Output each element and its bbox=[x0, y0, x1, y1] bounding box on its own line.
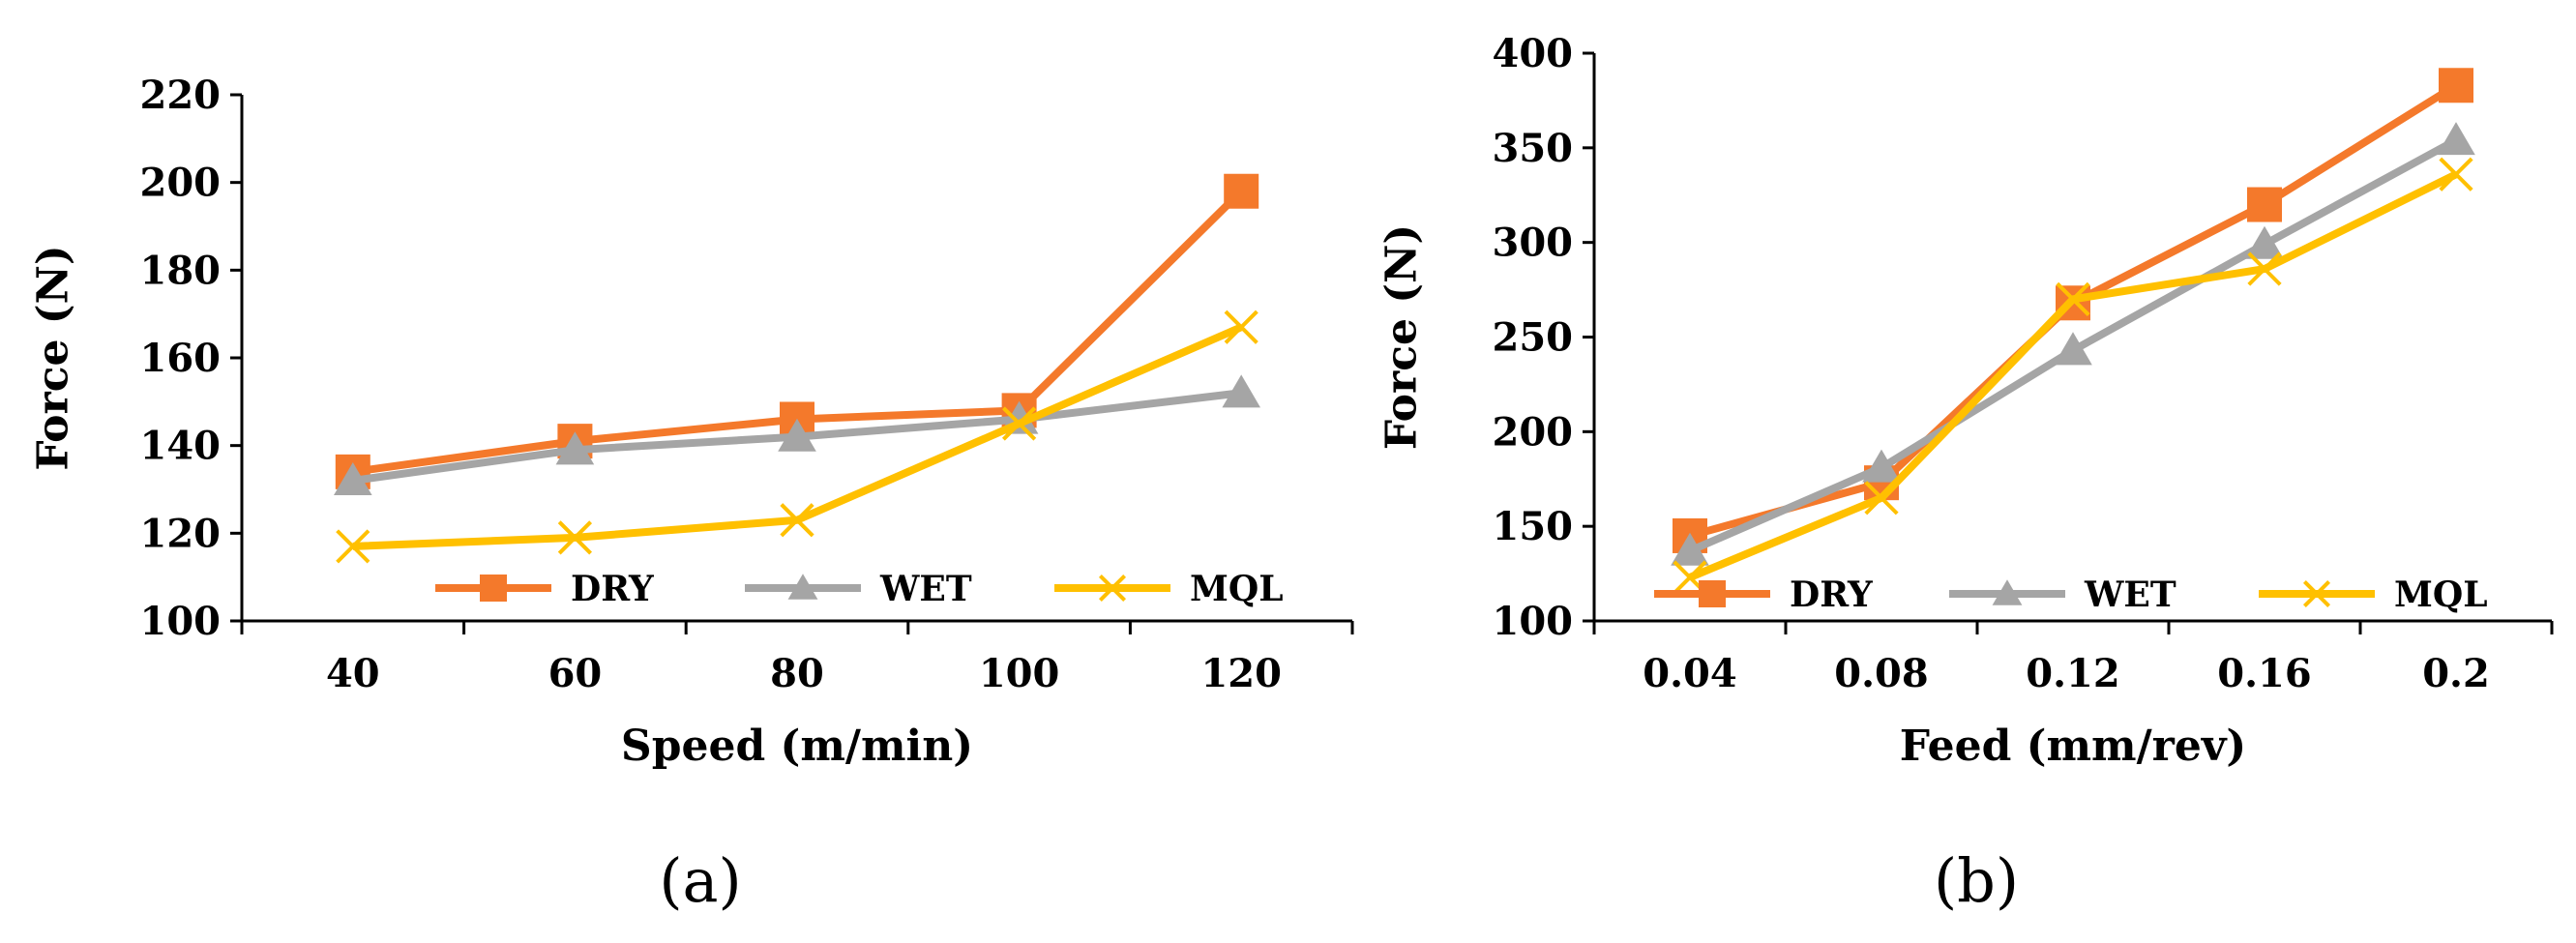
triangle-marker bbox=[778, 418, 816, 452]
x-marker bbox=[557, 520, 593, 555]
y-tick-label: 140 bbox=[140, 424, 222, 469]
x-tick-label: 120 bbox=[1200, 651, 1282, 696]
square-marker bbox=[2439, 68, 2473, 103]
series-mql bbox=[1673, 157, 2473, 595]
series-mql bbox=[336, 309, 1258, 564]
x-marker bbox=[1001, 406, 1037, 441]
legend-label: WET bbox=[2084, 575, 2176, 615]
square-marker bbox=[1699, 580, 1726, 607]
x-marker bbox=[780, 503, 814, 538]
x-tick-label: 40 bbox=[326, 651, 380, 696]
panel-label: (a) bbox=[659, 845, 741, 916]
x-tick-label: 0.12 bbox=[2026, 651, 2119, 696]
triangle-marker bbox=[1222, 374, 1260, 408]
y-tick-label: 300 bbox=[1493, 221, 1574, 266]
triangle-marker bbox=[334, 462, 372, 496]
triangle-marker bbox=[2437, 122, 2475, 156]
triangle-marker bbox=[555, 431, 595, 465]
triangle-marker bbox=[1992, 579, 2023, 605]
series-wet bbox=[1671, 122, 2475, 566]
y-tick-label: 220 bbox=[140, 73, 222, 118]
legend-label: DRY bbox=[1790, 575, 1874, 615]
series-dry bbox=[1673, 68, 2473, 553]
y-tick-label: 120 bbox=[140, 511, 222, 556]
x-axis-title: Speed (m/min) bbox=[621, 722, 973, 771]
y-tick-label: 100 bbox=[140, 599, 222, 644]
legend-label: MQL bbox=[1190, 569, 1284, 609]
x-marker bbox=[1098, 574, 1127, 603]
legend-item-wet: WET bbox=[745, 569, 972, 609]
triangle-marker bbox=[1862, 449, 1901, 483]
y-tick-label: 160 bbox=[140, 336, 222, 381]
y-tick-label: 200 bbox=[1493, 409, 1574, 455]
legend: DRY WET MQL bbox=[1654, 575, 2488, 615]
x-tick-label: 80 bbox=[770, 651, 824, 696]
x-tick-label: 0.04 bbox=[1643, 651, 1736, 696]
y-tick-label: 180 bbox=[140, 248, 222, 293]
legend: DRY WET MQL bbox=[435, 569, 1284, 609]
y-tick-label: 350 bbox=[1493, 126, 1574, 171]
x-tick-label: 100 bbox=[979, 651, 1060, 696]
panel-label: (b) bbox=[1934, 845, 2019, 916]
legend-item-mql: MQL bbox=[1054, 569, 1284, 609]
square-marker bbox=[480, 575, 507, 602]
x-marker bbox=[336, 529, 370, 564]
square-marker bbox=[1224, 173, 1259, 209]
y-axis-title: Force (N) bbox=[1377, 224, 1427, 450]
x-tick-label: 0.2 bbox=[2422, 651, 2490, 696]
x-axis-title: Feed (mm/rev) bbox=[1900, 722, 2246, 771]
triangle-marker bbox=[787, 574, 818, 600]
triangle-marker bbox=[2245, 225, 2284, 259]
triangle-marker bbox=[1671, 532, 1709, 566]
x-marker bbox=[2439, 157, 2473, 192]
triangle-marker bbox=[2054, 332, 2092, 366]
legend-item-mql: MQL bbox=[2259, 575, 2488, 615]
legend-item-wet: WET bbox=[1949, 575, 2176, 615]
x-tick-label: 0.08 bbox=[1834, 651, 1928, 696]
legend-label: DRY bbox=[571, 569, 655, 609]
y-tick-label: 250 bbox=[1493, 315, 1574, 361]
y-tick-label: 150 bbox=[1493, 504, 1574, 549]
y-tick-label: 100 bbox=[1493, 599, 1574, 644]
legend-item-dry: DRY bbox=[1654, 575, 1874, 615]
x-tick-label: 0.16 bbox=[2217, 651, 2311, 696]
x-marker bbox=[1224, 309, 1258, 344]
x-tick-label: 60 bbox=[548, 651, 603, 696]
legend-label: WET bbox=[879, 569, 972, 609]
chart-2: 100 150 200 250 300 350 400 0.04 0.08 0.12 0.16 0.2… bbox=[1377, 31, 2554, 916]
y-tick-label: 200 bbox=[140, 161, 222, 206]
legend-label: MQL bbox=[2394, 575, 2488, 615]
x-marker bbox=[2302, 579, 2331, 608]
series-line bbox=[1688, 170, 2458, 581]
x-marker bbox=[2056, 281, 2090, 316]
x-marker bbox=[2247, 251, 2282, 286]
y-axis-title: Force (N) bbox=[29, 245, 78, 470]
series-wet bbox=[334, 374, 1260, 496]
x-marker bbox=[1864, 481, 1899, 516]
square-marker bbox=[2247, 187, 2282, 222]
legend-item-dry: DRY bbox=[435, 569, 655, 609]
chart-1: 100 120 140 160 180 200 220 40 60 80 100 120 Speed (… bbox=[29, 73, 1354, 916]
y-tick-label: 400 bbox=[1493, 31, 1574, 76]
